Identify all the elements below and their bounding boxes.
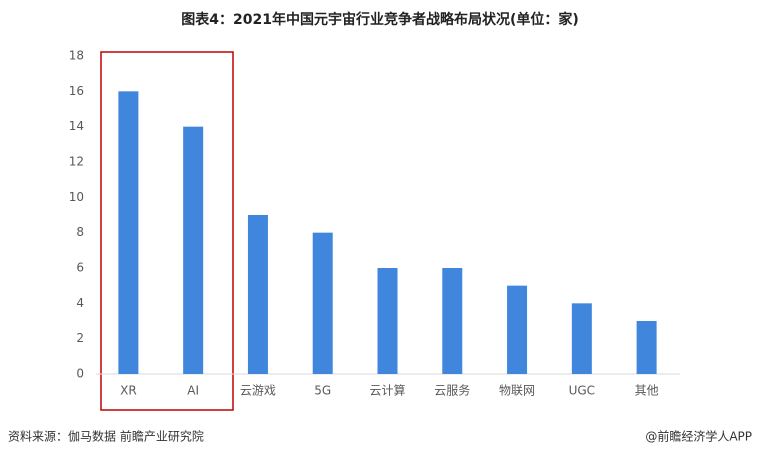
- bar: [118, 91, 139, 374]
- bar: [312, 232, 333, 374]
- x-tick-label: 物联网: [499, 384, 535, 398]
- chart-title: 图表4：2021年中国元宇宙行业竞争者战略布局状况(单位：家): [181, 11, 579, 28]
- y-tick-label: 16: [69, 84, 84, 98]
- x-tick-label: XR: [120, 384, 137, 398]
- bar: [377, 268, 398, 374]
- bar: [507, 285, 528, 374]
- x-tick-label: UGC: [569, 384, 595, 398]
- y-tick-label: 12: [69, 155, 84, 169]
- x-tick-label: AI: [187, 384, 199, 398]
- x-tick-label: 5G: [314, 384, 331, 398]
- credit: @前瞻经济学人APP: [645, 429, 752, 444]
- x-tick-label: 云游戏: [240, 384, 276, 398]
- y-tick-label: 2: [76, 331, 84, 345]
- y-tick-label: 10: [69, 190, 84, 204]
- source: 资料来源：伽马数据 前瞻产业研究院: [8, 429, 204, 444]
- x-tick-label: 云服务: [434, 383, 470, 398]
- bar: [247, 215, 268, 374]
- y-tick-label: 4: [76, 296, 84, 310]
- bar: [442, 268, 463, 374]
- y-tick-label: 18: [69, 49, 84, 63]
- x-tick-label: 其他: [635, 384, 659, 398]
- x-tick-label: 云计算: [369, 383, 405, 398]
- bar: [571, 303, 592, 374]
- y-tick-label: 14: [69, 119, 84, 133]
- y-tick-label: 8: [76, 225, 84, 239]
- bar: [183, 126, 204, 375]
- y-tick-label: 6: [76, 261, 84, 275]
- bar: [636, 321, 657, 374]
- highlight-box: [100, 51, 234, 411]
- y-tick-label: 0: [76, 367, 84, 381]
